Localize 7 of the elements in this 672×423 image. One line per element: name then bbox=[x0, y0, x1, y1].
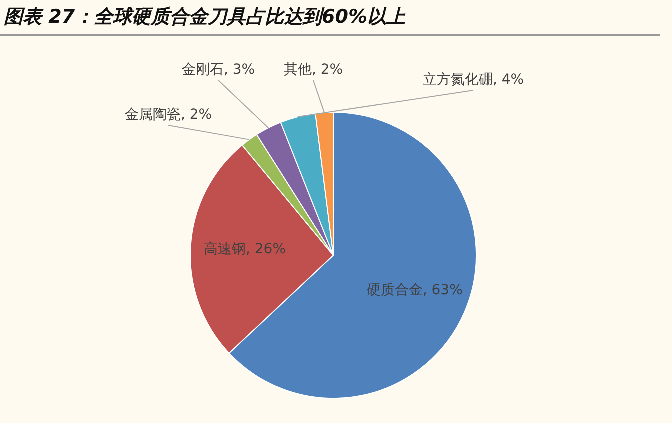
slice-label: 高速钢, 26% bbox=[204, 242, 286, 258]
slice-label: 其他, 2% bbox=[284, 62, 344, 78]
chart-title: 图表 27：全球硬质合金刀具占比达到60%以上 bbox=[4, 5, 406, 30]
slice-label: 硬质合金, 63% bbox=[366, 282, 463, 298]
slice-label: 立方氮化硼, 4% bbox=[422, 72, 524, 88]
slice-label: 金属陶瓷, 2% bbox=[124, 107, 212, 124]
slice-label: 金刚石, 3% bbox=[182, 62, 256, 78]
